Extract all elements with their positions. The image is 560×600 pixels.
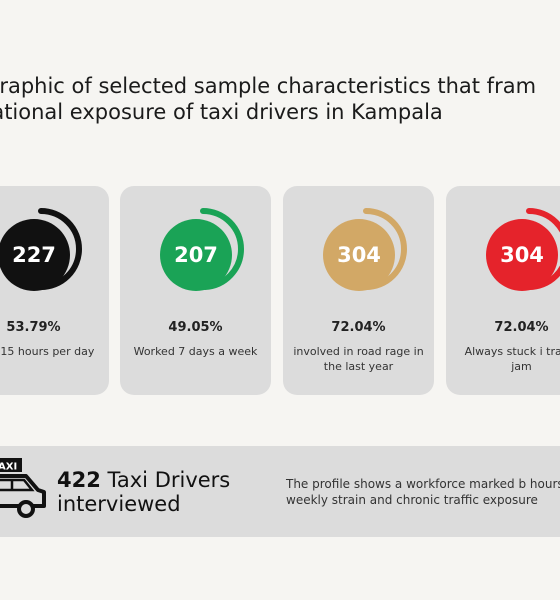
stat-description: Worked 7 days a week: [133, 345, 258, 358]
stat-circle: [0, 219, 70, 291]
drivers-label: Taxi Drivers interviewed: [57, 468, 231, 516]
stat-description: Always stuck i traffic jam: [464, 345, 560, 373]
stat-circle: [323, 219, 395, 291]
stat-cards: 227 53.79% rked 15 hours per day 207 49.…: [0, 186, 560, 395]
stat-card-road-rage: 304 72.04% involved in road rage in the …: [283, 186, 434, 395]
summary-band: TAXI 422 Taxi Drivers interviewed The pr…: [0, 446, 560, 537]
stat-percent: 49.05%: [168, 320, 223, 335]
stat-percent: 53.79%: [6, 320, 61, 335]
taxi-sign-label: TAXI: [0, 462, 17, 473]
stat-card-traffic: 304 72.04% Always stuck i traffic jam: [446, 186, 560, 395]
title-line-2: pational exposure of taxi drivers in Kam…: [0, 100, 443, 124]
stat-circle: [486, 219, 558, 291]
stat-description: rked 15 hours per day: [0, 345, 95, 358]
stat-count: 207: [174, 243, 218, 267]
drivers-total: 422 Taxi Drivers interviewed: [57, 468, 272, 516]
stat-count: 304: [500, 243, 544, 267]
stat-card-hours: 227 53.79% rked 15 hours per day: [0, 186, 109, 395]
summary-text: The profile shows a workforce marked b h…: [286, 477, 560, 507]
infographic-title: graphic of selected sample characteristi…: [0, 73, 560, 125]
stat-circle: [160, 219, 232, 291]
stat-description: involved in road rage in the last year: [293, 345, 424, 373]
taxi-icon: TAXI: [0, 458, 46, 518]
stat-percent: 72.04%: [494, 320, 549, 335]
stat-percent: 72.04%: [331, 320, 386, 335]
stat-card-days: 207 49.05% Worked 7 days a week: [120, 186, 271, 395]
drivers-number: 422: [57, 468, 101, 492]
title-line-1: graphic of selected sample characteristi…: [0, 74, 537, 98]
stat-count: 227: [12, 243, 56, 267]
stat-count: 304: [337, 243, 381, 267]
